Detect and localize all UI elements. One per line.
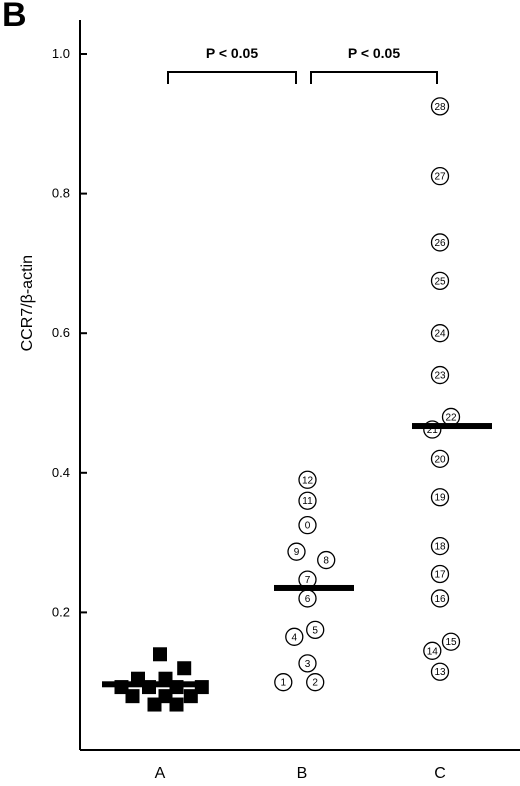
data-point-label: 15 [445, 637, 457, 648]
data-point-label: 24 [434, 329, 446, 340]
data-point-label: 27 [434, 172, 446, 183]
data-point-circle [298, 654, 317, 673]
data-point-circle [441, 632, 461, 651]
data-point-circle [298, 470, 317, 489]
data-point-label: 26 [434, 238, 446, 249]
median-bar [102, 681, 206, 688]
data-point-circle [430, 662, 450, 681]
y-tick-label: 0.4 [52, 465, 70, 480]
data-point-label: 0 [305, 521, 311, 532]
data-point-label: 23 [434, 371, 446, 382]
data-point-label: 5 [312, 625, 318, 636]
data-point-label: 13 [434, 667, 446, 678]
data-point-label: 22 [445, 412, 457, 423]
data-point-square [147, 697, 162, 712]
significance-bracket [167, 71, 297, 84]
data-point-circle [430, 324, 450, 343]
data-marks: 1 234567890111213141516171819202122232425… [102, 97, 492, 712]
data-point-label: 4 [292, 632, 298, 643]
data-point-label: 3 [305, 659, 311, 670]
y-tick-label: 0.6 [52, 325, 70, 340]
y-tick-label: 1.0 [52, 46, 70, 61]
data-point-label: 19 [434, 493, 446, 504]
data-point-label: 11 [302, 496, 313, 507]
significance-annotations: P < 0.05 P < 0.05 [167, 45, 438, 84]
data-point-label: 16 [434, 594, 446, 605]
data-point-circle [430, 166, 450, 186]
data-point-circle [306, 673, 325, 692]
data-point-circle [430, 449, 450, 468]
data-point-circle [430, 97, 450, 116]
data-point-label: 1 [281, 678, 287, 689]
data-point-square [177, 661, 192, 676]
significance-bracket [310, 71, 438, 84]
data-point-circle [430, 536, 450, 556]
data-point-circle [430, 564, 450, 584]
panel-letter: B [2, 0, 27, 34]
data-point-label: 17 [434, 570, 446, 581]
data-point-circle [306, 620, 325, 639]
data-point-circle [298, 516, 317, 535]
data-point-circle [274, 673, 293, 692]
data-point-label: 14 [427, 646, 439, 657]
data-point-label: 7 [305, 575, 311, 586]
data-point-square [125, 689, 140, 704]
data-point-circle [423, 641, 442, 660]
data-point-circle [317, 550, 336, 570]
x-category-label: C [434, 765, 446, 782]
y-tick-label: 0.8 [52, 186, 70, 201]
data-point-square [183, 689, 198, 704]
data-point-circle [430, 365, 450, 385]
y-axis-title: CCR7/β-actin [19, 255, 36, 351]
significance-label: P < 0.05 [348, 45, 401, 61]
median-bar [274, 584, 354, 591]
data-point-label: 25 [434, 276, 446, 287]
significance-label: P < 0.05 [206, 45, 259, 61]
median-bar [412, 423, 492, 430]
axes: 0.2 0.4 0.6 0.8 1.0 CCR7/β-actin A B C [19, 20, 520, 782]
data-point-label: 18 [434, 542, 446, 553]
data-point-label: 21 [427, 425, 439, 436]
data-point-circle [287, 542, 306, 561]
data-point-circle [298, 491, 317, 510]
data-point-label: 8 [323, 556, 329, 567]
data-point-square [169, 697, 184, 712]
x-category-label: B [297, 765, 308, 782]
data-point-label: 9 [294, 547, 300, 558]
x-category-label: A [155, 765, 166, 782]
data-point-circle [430, 271, 450, 291]
data-point-label: 6 [305, 594, 311, 605]
data-point-circle [430, 233, 450, 252]
data-point-label: 2 [312, 678, 318, 689]
data-point-label: 20 [434, 454, 446, 465]
data-point-square [153, 647, 167, 662]
data-point-circle [285, 627, 304, 646]
data-point-circle [430, 589, 450, 608]
data-point-circle [430, 488, 450, 507]
data-point-label: 12 [302, 475, 314, 486]
data-point-label: 28 [434, 102, 446, 113]
y-tick-label: 0.2 [52, 604, 70, 619]
data-point-square [158, 689, 173, 704]
